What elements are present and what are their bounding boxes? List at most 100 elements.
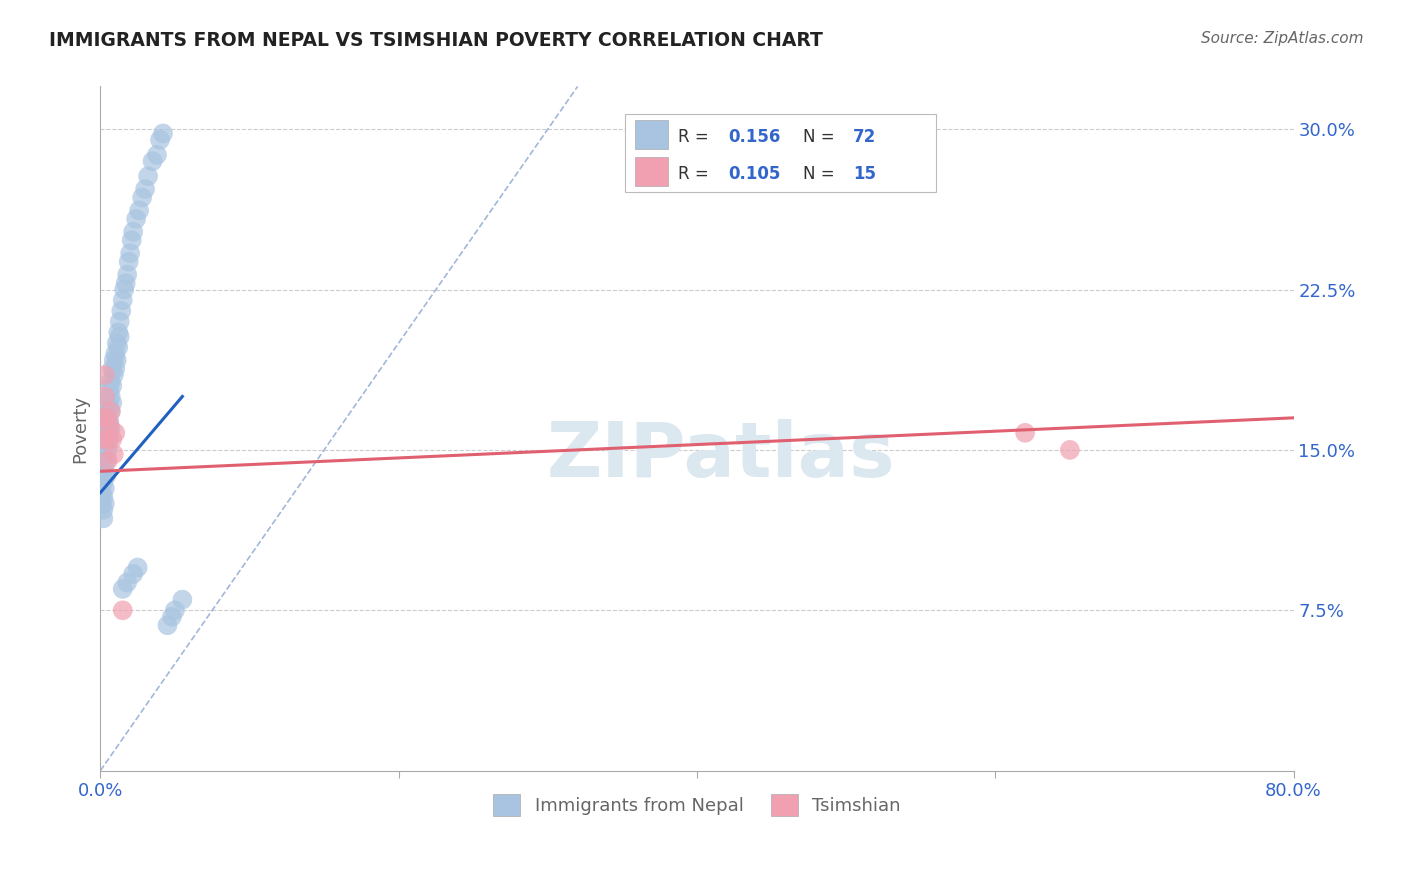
Point [101, 432, 124, 446]
Text: R =: R = [678, 165, 714, 183]
Point [121, 233, 143, 247]
Point [125, 211, 148, 226]
Point [110, 304, 132, 318]
Point [122, 566, 145, 581]
Point [98, 417, 121, 432]
Text: 0.156: 0.156 [728, 128, 780, 145]
Point [90, 485, 112, 500]
Point [104, 346, 127, 360]
Point [118, 254, 141, 268]
Point [134, 182, 156, 196]
Point [111, 293, 134, 308]
Point [122, 225, 145, 239]
Point [103, 353, 125, 368]
Point [91, 475, 114, 489]
Point [96, 421, 118, 435]
Text: IMMIGRANTS FROM NEPAL VS TSIMSHIAN POVERTY CORRELATION CHART: IMMIGRANTS FROM NEPAL VS TSIMSHIAN POVER… [49, 31, 823, 50]
Point [94, 389, 117, 403]
Point [1059, 442, 1081, 457]
Point [97, 425, 120, 440]
Legend: Immigrants from Nepal, Tsimshian: Immigrants from Nepal, Tsimshian [486, 787, 908, 823]
Point [149, 133, 172, 147]
Point [146, 148, 169, 162]
Point [94, 432, 117, 446]
Point [131, 190, 153, 204]
Point [142, 154, 165, 169]
Point [100, 404, 122, 418]
Point [90, 496, 112, 510]
Bar [636, 120, 668, 149]
Point [90, 468, 112, 483]
Point [136, 169, 159, 184]
Point [107, 326, 129, 340]
Point [111, 582, 134, 596]
Point [91, 432, 114, 446]
Point [100, 404, 122, 418]
Text: 0.105: 0.105 [728, 165, 780, 183]
Point [94, 447, 117, 461]
Text: N =: N = [803, 165, 839, 183]
Point [97, 410, 120, 425]
Text: N =: N = [803, 128, 839, 145]
Point [101, 361, 124, 376]
Point [90, 453, 112, 467]
Point [96, 468, 118, 483]
Point [112, 283, 135, 297]
Point [98, 383, 121, 397]
Point [108, 315, 131, 329]
Point [100, 375, 122, 389]
Point [111, 603, 134, 617]
Point [96, 410, 118, 425]
Bar [636, 157, 668, 186]
Point [108, 329, 131, 343]
Point [97, 442, 120, 457]
Point [96, 453, 118, 467]
Text: 15: 15 [853, 165, 876, 183]
Text: Source: ZipAtlas.com: Source: ZipAtlas.com [1201, 31, 1364, 46]
Point [94, 482, 117, 496]
Point [1014, 425, 1036, 440]
Point [90, 410, 112, 425]
Point [91, 460, 114, 475]
Point [97, 453, 120, 467]
Point [90, 439, 112, 453]
Point [103, 368, 125, 382]
Text: ZIPatlas: ZIPatlas [547, 419, 896, 493]
Point [105, 336, 128, 351]
Point [104, 425, 127, 440]
Text: R =: R = [678, 128, 714, 145]
Point [156, 618, 179, 632]
Point [101, 378, 124, 392]
Point [160, 609, 183, 624]
Point [98, 415, 121, 429]
Point [91, 503, 114, 517]
Point [97, 396, 120, 410]
Point [120, 246, 142, 260]
Point [94, 496, 117, 510]
Point [91, 490, 114, 504]
Point [91, 511, 114, 525]
Point [96, 404, 118, 418]
Point [152, 127, 174, 141]
Point [128, 203, 150, 218]
Point [98, 400, 121, 414]
Text: 72: 72 [853, 128, 876, 145]
Bar [626, 114, 935, 193]
Point [100, 421, 122, 435]
Point [107, 340, 129, 354]
Point [114, 276, 136, 290]
Point [98, 432, 121, 446]
Point [97, 432, 120, 446]
Point [103, 447, 125, 461]
Point [100, 389, 122, 403]
Point [115, 575, 138, 590]
Point [91, 447, 114, 461]
Y-axis label: Poverty: Poverty [72, 394, 89, 463]
Point [127, 560, 149, 574]
Point [105, 353, 128, 368]
Point [94, 368, 117, 382]
Point [163, 603, 186, 617]
Point [96, 439, 118, 453]
Point [94, 464, 117, 478]
Point [115, 268, 138, 282]
